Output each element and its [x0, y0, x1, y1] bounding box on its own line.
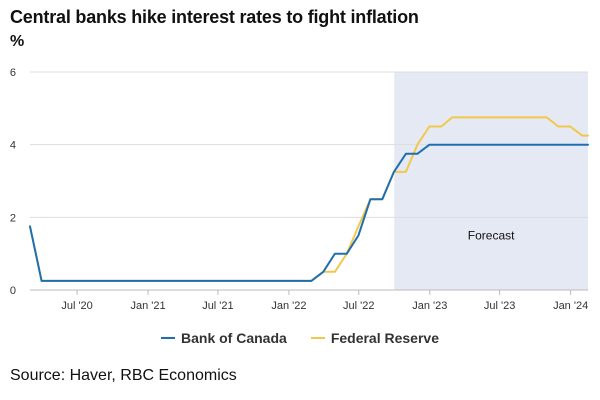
source-note: Source: Haver, RBC Economics	[10, 367, 237, 384]
y-tick-label-0: 0	[10, 285, 16, 297]
x-tick-label-4: Jul '22	[343, 300, 374, 312]
y-tick-label-6: 6	[10, 67, 16, 79]
legend-swatch-bank-of-canada	[161, 337, 175, 339]
legend-swatch-federal-reserve	[310, 337, 325, 339]
chart-legend: Bank of Canada Federal Reserve	[0, 330, 600, 346]
series-line-bank-of-canada	[29, 143, 589, 282]
legend-item-federal-reserve[interactable]: Federal Reserve	[310, 330, 439, 346]
x-tick-label-3: Jan '22	[271, 300, 306, 312]
legend-item-bank-of-canada[interactable]: Bank of Canada	[161, 330, 287, 346]
x-tick-label-0: Jul '20	[61, 300, 92, 312]
series-line-federal-reserve	[29, 116, 589, 282]
x-tick-label-1: Jan '21	[131, 300, 166, 312]
chart-subtitle: %	[10, 33, 25, 50]
x-tick-label-7: Jan '24	[553, 300, 588, 312]
x-tick-label-2: Jul '21	[202, 300, 233, 312]
chart-title: Central banks hike interest rates to fig…	[10, 7, 419, 27]
y-tick-label-4: 4	[10, 140, 16, 152]
x-tick-label-5: Jan '23	[412, 300, 447, 312]
x-tick-label-6: Jul '23	[484, 300, 515, 312]
line-chart: Forecast 0 2 4 6 Jul '20 Jan '21 Jul '21 Jan '22…	[10, 67, 589, 312]
legend-label-federal-reserve: Federal Reserve	[330, 330, 439, 346]
forecast-label: Forecast	[468, 229, 515, 243]
forecast-region	[394, 72, 588, 290]
y-tick-label-2: 2	[10, 212, 16, 224]
legend-label-bank-of-canada: Bank of Canada	[181, 330, 287, 346]
